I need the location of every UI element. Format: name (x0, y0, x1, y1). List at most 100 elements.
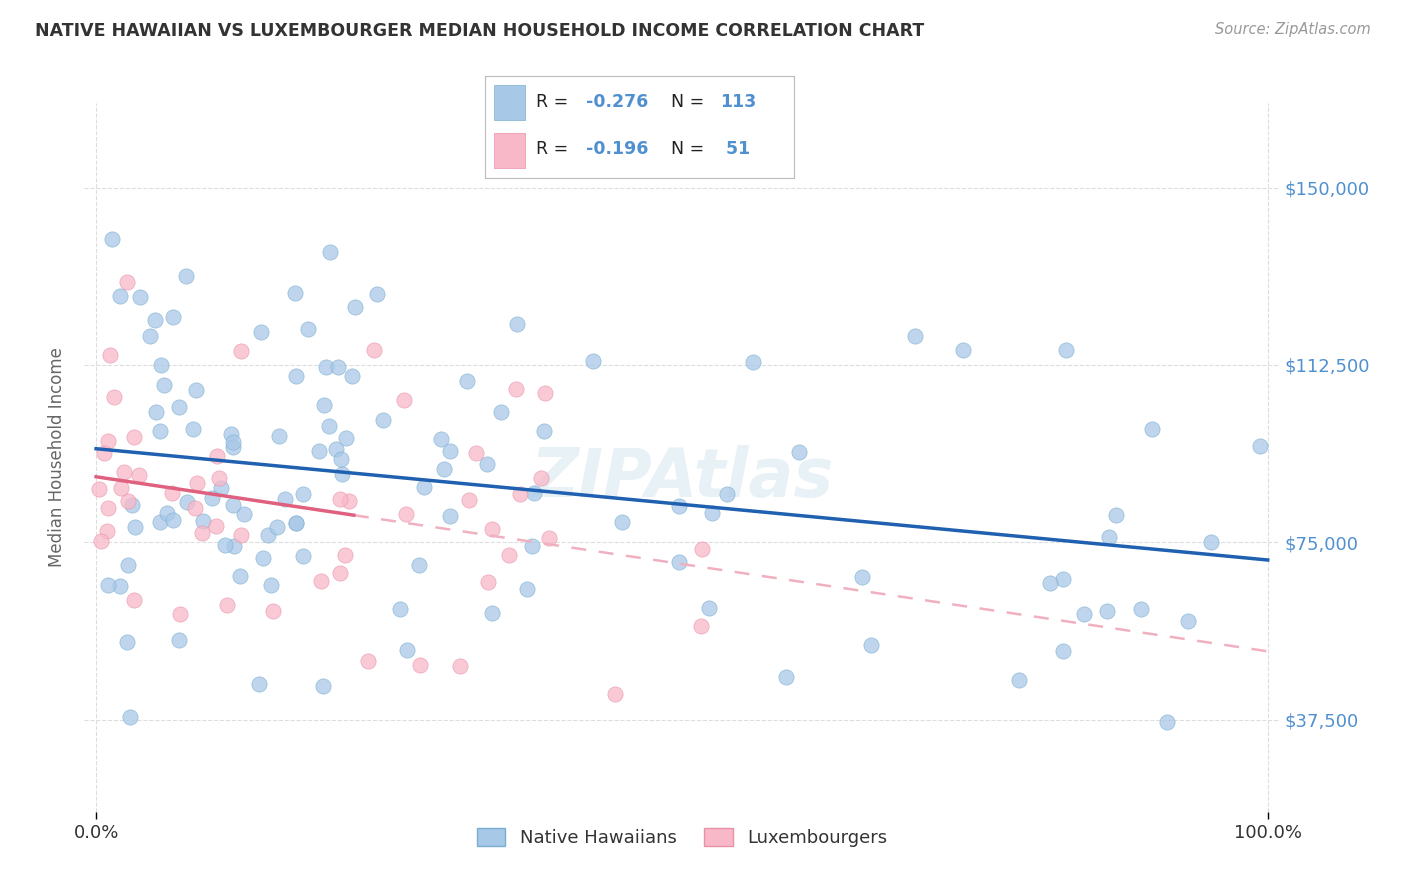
Native Hawaiians (1156, 714, 1178, 729)
Native Hawaiians (1008, 673, 1031, 687)
Luxembourgers (122, 593, 145, 607)
Luxembourgers (112, 465, 135, 479)
Native Hawaiians (481, 607, 503, 621)
Native Hawaiians (117, 634, 139, 648)
Native Hawaiians (741, 354, 763, 368)
Native Hawaiians (520, 540, 543, 554)
Native Hawaiians (1098, 530, 1121, 544)
Luxembourgers (505, 382, 527, 396)
Luxembourgers (534, 386, 557, 401)
Native Hawaiians (267, 429, 290, 443)
Luxembourgers (357, 654, 380, 668)
Native Hawaiians (533, 425, 555, 439)
Native Hawaiians (1052, 643, 1074, 657)
Native Hawaiians (789, 445, 811, 459)
Native Hawaiians (181, 422, 204, 436)
Luxembourgers (229, 528, 252, 542)
Native Hawaiians (162, 310, 184, 325)
Native Hawaiians (184, 383, 207, 397)
Native Hawaiians (325, 442, 347, 457)
Luxembourgers (509, 487, 531, 501)
Native Hawaiians (250, 325, 273, 339)
Luxembourgers (530, 471, 553, 485)
Luxembourgers (477, 575, 499, 590)
Luxembourgers (337, 494, 360, 508)
Luxembourgers (122, 430, 145, 444)
Native Hawaiians (143, 313, 166, 327)
Native Hawaiians (128, 290, 150, 304)
Native Hawaiians (318, 419, 340, 434)
Native Hawaiians (247, 676, 270, 690)
Luxembourgers (498, 548, 520, 562)
Native Hawaiians (1073, 607, 1095, 621)
Native Hawaiians (456, 374, 478, 388)
Native Hawaiians (389, 602, 412, 616)
Native Hawaiians (697, 600, 720, 615)
Native Hawaiians (330, 467, 353, 482)
Native Hawaiians (284, 286, 307, 301)
Native Hawaiians (285, 516, 308, 531)
Native Hawaiians (489, 405, 512, 419)
Native Hawaiians (904, 329, 927, 343)
Native Hawaiians (285, 369, 308, 384)
Native Hawaiians (222, 539, 245, 553)
Luxembourgers (363, 343, 385, 358)
Luxembourgers (162, 486, 184, 500)
Luxembourgers (97, 434, 120, 448)
Native Hawaiians (145, 404, 167, 418)
Luxembourgers (184, 500, 207, 515)
Native Hawaiians (201, 491, 224, 505)
Native Hawaiians (335, 431, 357, 445)
Luxembourgers (110, 481, 132, 495)
Native Hawaiians (952, 343, 974, 357)
Luxembourgers (449, 659, 471, 673)
Native Hawaiians (430, 432, 453, 446)
Native Hawaiians (1039, 575, 1062, 590)
Luxembourgers (93, 446, 115, 460)
Native Hawaiians (668, 555, 690, 569)
Native Hawaiians (149, 425, 172, 439)
Native Hawaiians (716, 487, 738, 501)
Native Hawaiians (433, 461, 456, 475)
Luxembourgers (128, 467, 150, 482)
Native Hawaiians (308, 443, 330, 458)
Native Hawaiians (257, 528, 280, 542)
Native Hawaiians (1249, 438, 1271, 452)
Native Hawaiians (124, 520, 146, 534)
Native Hawaiians (169, 632, 191, 647)
Native Hawaiians (209, 481, 232, 495)
Native Hawaiians (149, 515, 172, 529)
Native Hawaiians (326, 359, 349, 374)
Luxembourgers (329, 491, 352, 506)
Luxembourgers (215, 598, 238, 612)
Native Hawaiians (366, 286, 388, 301)
Native Hawaiians (668, 499, 690, 513)
Native Hawaiians (1095, 604, 1118, 618)
Native Hawaiians (851, 570, 873, 584)
Native Hawaiians (1052, 572, 1074, 586)
Native Hawaiians (153, 378, 176, 392)
Text: ZIPAtlas: ZIPAtlas (530, 445, 834, 511)
Native Hawaiians (219, 426, 242, 441)
Luxembourgers (191, 525, 214, 540)
Luxembourgers (481, 522, 503, 536)
Native Hawaiians (1129, 601, 1152, 615)
Native Hawaiians (475, 458, 498, 472)
Native Hawaiians (1177, 614, 1199, 628)
Native Hawaiians (582, 354, 605, 368)
Native Hawaiians (167, 401, 190, 415)
Luxembourgers (96, 524, 118, 538)
Text: -0.196: -0.196 (585, 140, 648, 158)
Native Hawaiians (408, 558, 430, 573)
Native Hawaiians (260, 578, 283, 592)
Native Hawaiians (191, 514, 214, 528)
Luxembourgers (457, 493, 479, 508)
Native Hawaiians (285, 516, 308, 531)
Native Hawaiians (312, 679, 335, 693)
Luxembourgers (329, 566, 352, 580)
Luxembourgers (117, 494, 139, 508)
Native Hawaiians (700, 506, 723, 520)
Native Hawaiians (297, 322, 319, 336)
Bar (495, 85, 526, 120)
Native Hawaiians (506, 318, 529, 332)
